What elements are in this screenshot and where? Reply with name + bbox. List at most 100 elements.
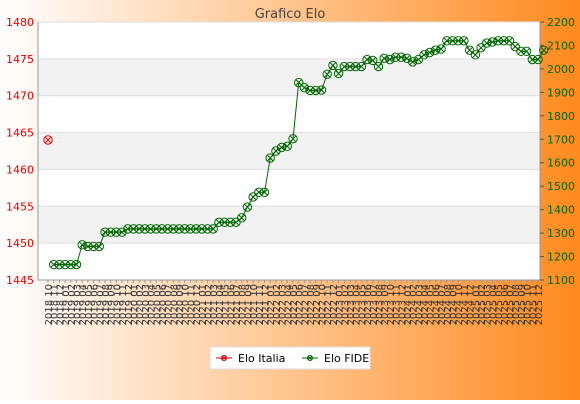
x-tick-label: 2020 10 [181,284,192,325]
x-tick-label: 2020 07 [164,284,175,325]
right-tick-label: 2100 [547,39,575,52]
plot-band [38,58,540,96]
right-tick-label: 1100 [547,274,575,287]
left-tick-label: 1480 [6,16,34,29]
x-tick-label: 2025 02 [477,284,488,325]
x-tick-label: 2020 12 [192,284,203,325]
x-tick-label: 2019 01 [61,284,72,325]
legend-label: Elo FIDE [324,352,369,365]
legend-label: Elo Italia [238,352,285,365]
right-tick-label: 1500 [547,180,575,193]
x-tick-label: 2024 09 [449,284,460,325]
legend-item: Elo FIDE [302,352,369,365]
data-point [538,45,549,55]
x-tick-label: 2022 03 [278,284,289,325]
x-tick-label: 2022 09 [312,284,323,325]
x-tick-label: 2021 05 [221,284,232,325]
data-point [333,68,344,79]
x-tick-label: 2025 05 [494,284,505,325]
data-point [504,36,515,46]
x-tick-label: 2022 01 [266,284,277,325]
data-point [436,44,446,54]
x-tick-label: 2024 07 [437,284,448,325]
x-tick-label: 2022 10 [317,284,328,325]
x-tick-label: 2024 12 [466,284,477,325]
x-tick-label: 2025 03 [483,284,494,325]
x-tick-label: 2021 10 [249,284,260,325]
plot-band [38,243,540,280]
x-tick-label: 2025 04 [488,284,499,325]
legend-item: Elo Italia [216,352,285,365]
data-point [356,61,367,72]
right-tick-label: 1800 [547,110,575,123]
x-tick-label: 2019 05 [84,284,95,325]
data-point [94,241,104,252]
x-tick-label: 2020 01 [129,284,140,325]
x-tick-label: 2019 12 [124,284,135,325]
x-tick-label: 2024 10 [454,284,465,325]
x-tick-label: 2021 06 [226,284,237,325]
x-tick-label: 2025 11 [528,284,539,325]
data-point [459,36,469,46]
data-point [231,217,241,228]
x-tick-label: 2022 02 [272,284,283,325]
left-tick-label: 1460 [6,163,34,176]
x-tick-label: 2020 11 [186,284,197,325]
x-tick-label: 2018 12 [55,284,66,325]
data-point [328,60,338,71]
data-point [322,69,332,80]
left-tick-label: 1465 [6,127,34,140]
right-tick-label: 1600 [547,157,575,170]
x-tick-label: 2025 10 [523,284,534,325]
x-tick-label: 2020 09 [175,284,186,325]
x-tick-label: 2021 03 [209,284,220,325]
right-tick-label: 2000 [547,63,575,76]
x-tick-label: 2020 04 [147,284,158,325]
right-tick-label: 1300 [547,227,575,240]
x-tick-label: 2023 12 [397,284,408,325]
x-tick-label: 2023 01 [335,284,346,325]
x-tick-label: 2022 11 [323,284,334,325]
x-tick-label: 2018 11 [50,284,61,325]
x-tick-label: 2020 03 [141,284,152,325]
data-point [71,259,82,270]
series-layer [43,36,549,270]
x-tick-label: 2023 05 [357,284,368,325]
x-tick-label: 2019 04 [78,284,89,325]
x-tick-label: 2022 04 [283,284,294,325]
right-tick-label: 1900 [547,86,575,99]
x-tick-label: 2024 11 [460,284,471,325]
x-tick-label: 2020 05 [152,284,163,325]
plot-band [38,169,540,207]
left-tick-label: 1475 [6,53,34,66]
plot-background [37,21,541,281]
x-tick-label: 2021 02 [204,284,215,325]
x-tick-label: 2020 02 [135,284,146,325]
x-tick-label: 2024 04 [420,284,431,325]
x-tick-label: 2023 08 [374,284,385,325]
right-tick-label: 1700 [547,133,575,146]
x-tick-label: 2021 04 [215,284,226,325]
data-point [413,54,424,65]
x-tick-label: 2024 02 [409,284,420,325]
x-tick-label: 2021 07 [232,284,243,325]
x-tick-label: 2020 06 [158,284,169,325]
right-tick-label: 1400 [547,204,575,217]
x-tick-label: 2024 05 [426,284,437,325]
x-tick-label: 2019 03 [72,284,83,325]
series-elo-italia [43,135,53,145]
data-point [368,55,378,66]
x-tick-label: 2021 09 [243,284,254,325]
right-tick-label: 2200 [547,16,575,29]
x-tick-label: 2019 10 [112,284,123,325]
x-tick-label: 2024 01 [403,284,414,325]
x-tick-label: 2022 07 [300,284,311,325]
x-tick-label: 2025 12 [534,284,545,325]
x-tick-label: 2025 08 [511,284,522,325]
left-tick-label: 1470 [6,90,34,103]
x-tick-label: 2025 07 [506,284,517,325]
x-tick-label: 2018 10 [44,284,55,325]
x-tick-label: 2023 03 [346,284,357,325]
